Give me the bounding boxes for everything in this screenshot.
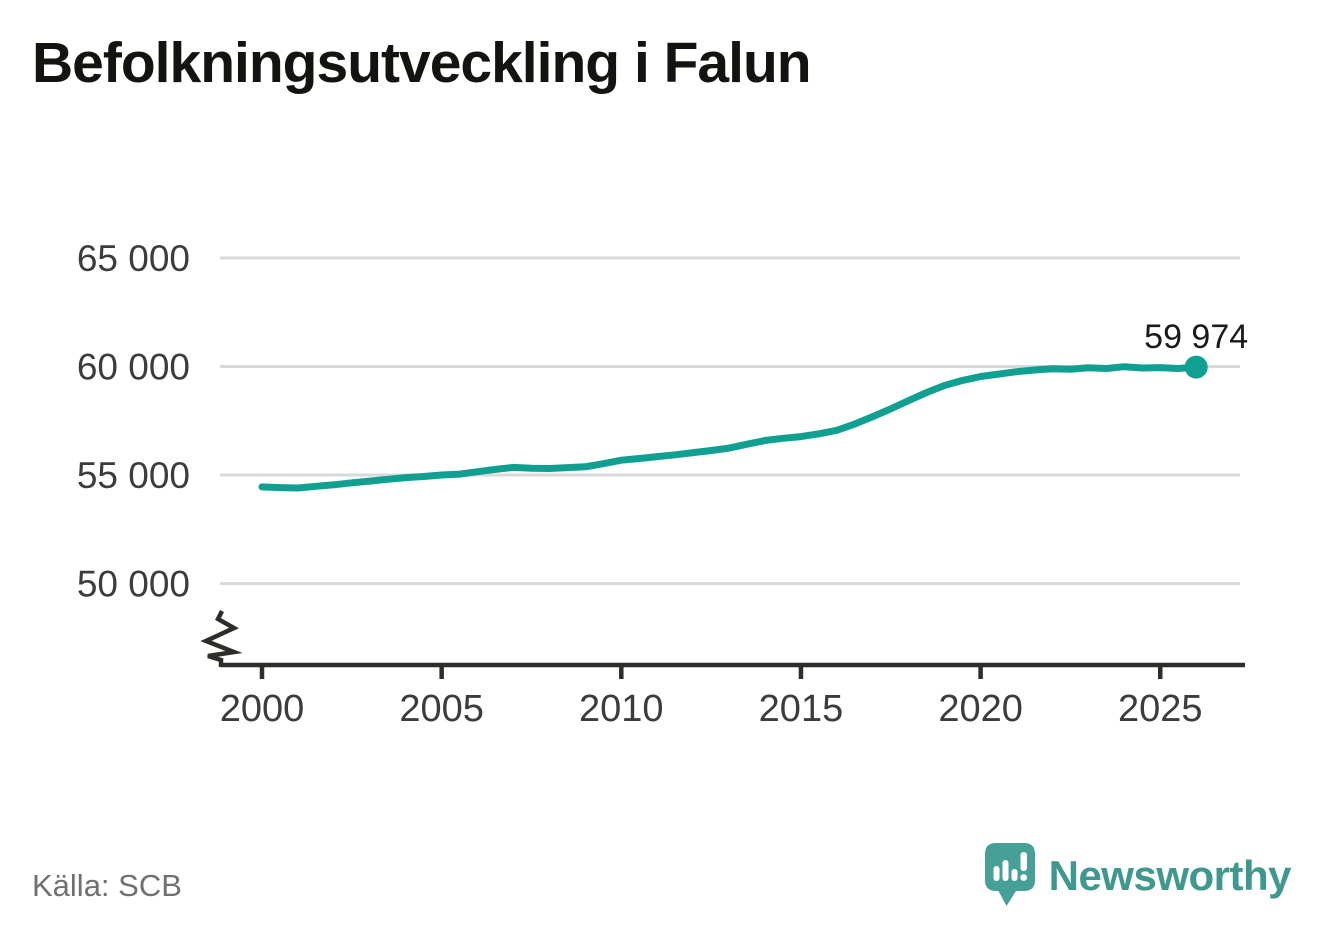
x-tick-label: 2020 bbox=[938, 688, 1023, 730]
y-tick-label: 65 000 bbox=[77, 238, 190, 279]
gridline-layer: 65 000 60 000 55 000 50 000 bbox=[77, 238, 1240, 605]
branding: Newsworthy bbox=[984, 843, 1292, 909]
y-tick-label: 50 000 bbox=[77, 564, 190, 605]
brand-name: Newsworthy bbox=[1048, 852, 1292, 899]
x-tick-label: 2000 bbox=[220, 688, 305, 730]
chart-title: Befolkningsutveckling i Falun bbox=[32, 31, 812, 95]
latest-value-label: 59 974 bbox=[1144, 318, 1248, 356]
source-note: Källa: SCB bbox=[32, 868, 182, 903]
y-tick-label: 60 000 bbox=[77, 347, 190, 388]
bar-chart-glyph bbox=[993, 852, 1027, 881]
population-line bbox=[258, 363, 1200, 492]
newsworthy-logo-icon bbox=[984, 843, 1035, 906]
axis-break-zigzag-icon bbox=[200, 609, 243, 667]
speech-bubble-shape bbox=[984, 843, 1035, 906]
x-tick-label: 2010 bbox=[579, 688, 664, 730]
x-tick-label: 2005 bbox=[399, 688, 484, 730]
x-tick-label: 2025 bbox=[1118, 688, 1203, 730]
x-tick-label: 2015 bbox=[759, 688, 844, 730]
latest-value-dot bbox=[1184, 355, 1208, 379]
y-tick-label: 55 000 bbox=[77, 455, 190, 496]
x-tick-layer: 2000 2005 2010 2015 2020 2025 bbox=[220, 665, 1203, 730]
